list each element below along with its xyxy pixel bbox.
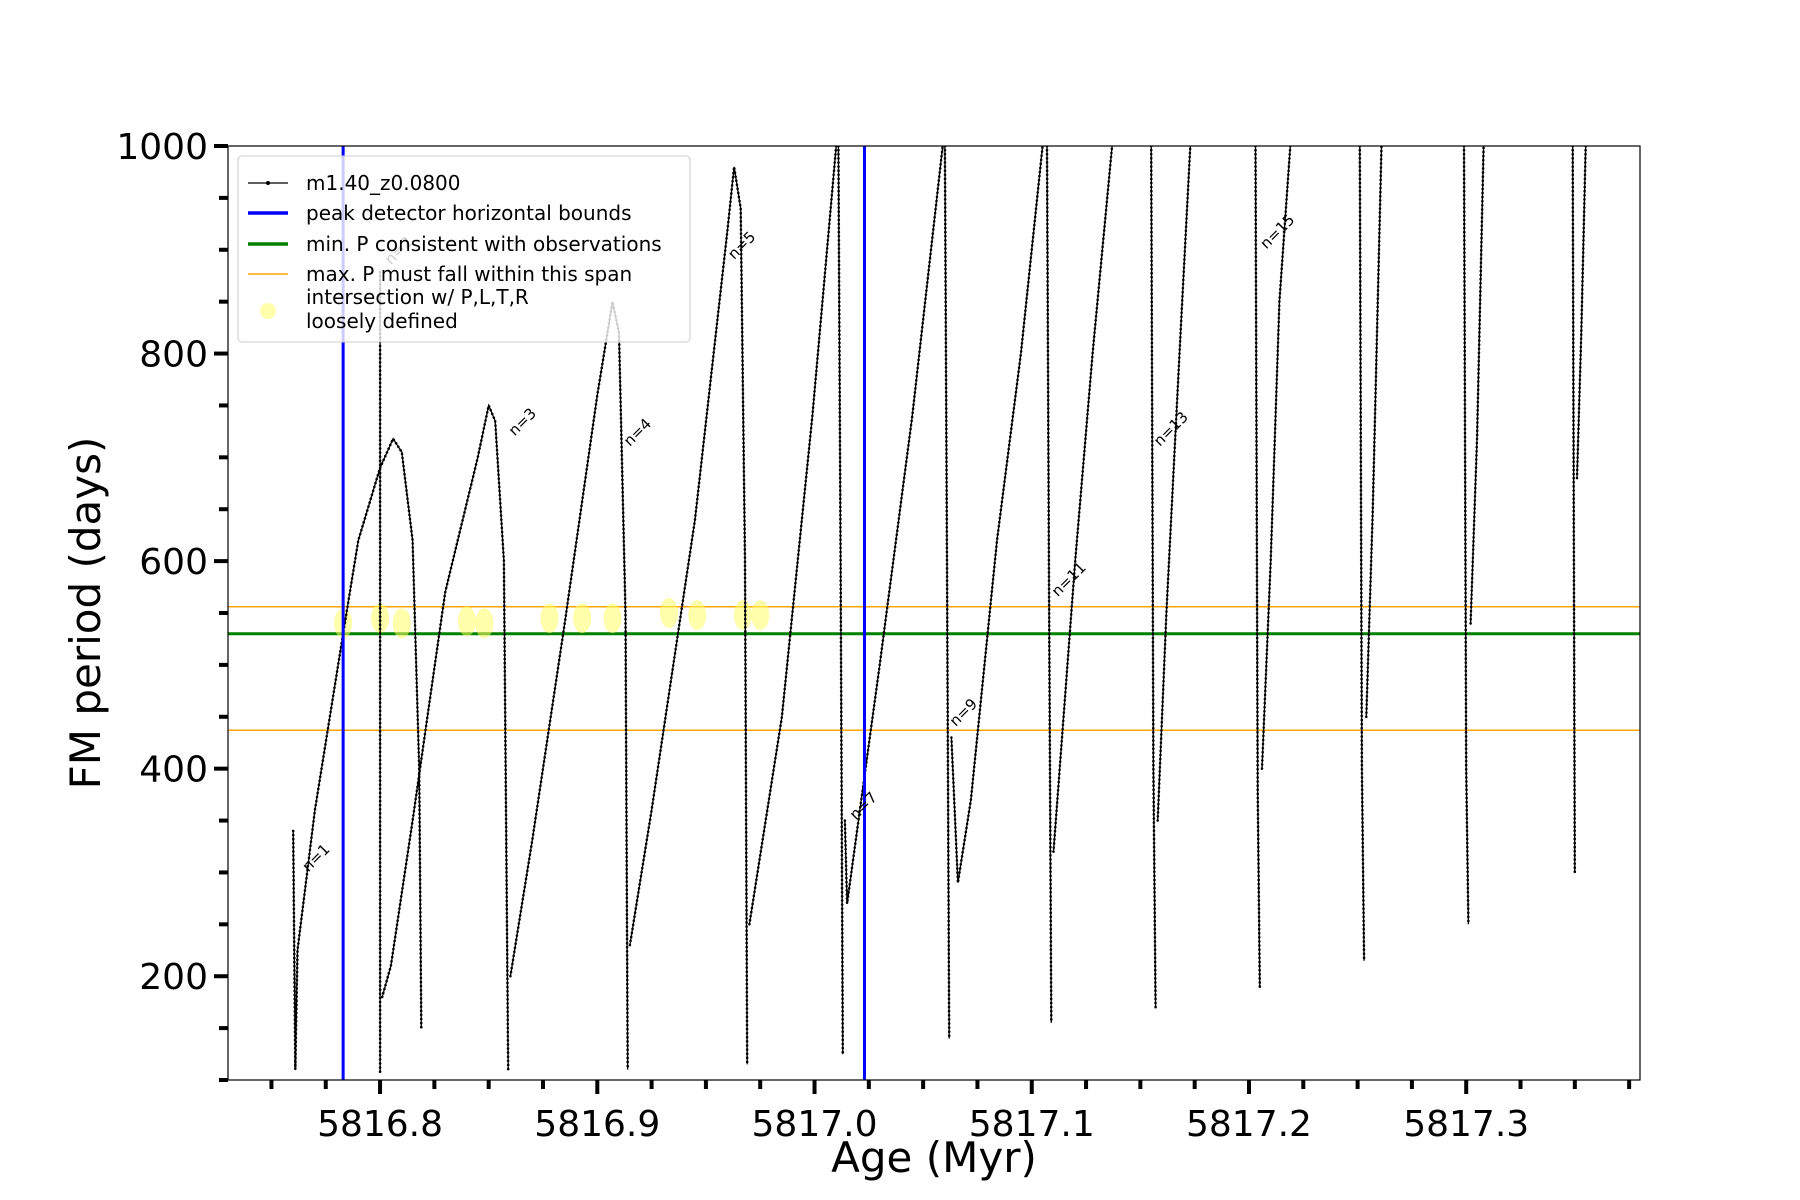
legend-swatch-marker-0 [266,181,270,185]
series-segment-15 [1261,146,1291,769]
x-tick-label-2: 5817.0 [752,1104,878,1145]
legend-label-4-line2: loosely defined [306,309,458,333]
series-marker-dots-9 [950,146,1044,884]
series-segment-18 [1463,146,1470,925]
series-segment-12 [1150,146,1157,1008]
series-segment-0 [292,437,422,1070]
series-segment-17 [1365,146,1383,717]
series-segment-7 [844,146,944,904]
intersection-point-5 [540,603,559,634]
series-marker-dots-11 [1052,146,1114,853]
series-marker-dots-0 [291,435,423,1070]
intersection-point-11 [751,600,770,631]
intersection-point-7 [603,603,622,634]
x-tick-label-4: 5817.2 [1186,1104,1312,1145]
legend-label-0: m1.40_z0.0800 [306,171,461,195]
series-marker-dots-22 [1681,146,1683,805]
plot-data-layer: n=1n=2n=3n=4n=5n=7n=9n=11n=13n=15 [228,146,1690,1080]
series-marker-dots-5 [748,146,838,926]
y-axis-label: FM period (days) [61,437,110,790]
annotation-3: n=4 [620,415,655,450]
series-segment-13 [1157,146,1191,821]
series-segment-14 [1254,146,1261,987]
series-segment-19 [1469,146,1485,624]
series-segment-3 [509,301,629,1070]
series-segment-9 [950,146,1044,883]
series-marker-dots-2 [380,401,510,1071]
y-tick-label-3: 800 [139,335,208,376]
annotation-9: n=15 [1256,211,1298,253]
series-segment-21 [1576,146,1587,479]
annotation-7: n=11 [1048,558,1090,600]
series-segment-2 [381,403,509,1070]
series-segment-16 [1359,146,1365,961]
y-tick-label-0: 200 [139,957,208,998]
series-segment-4 [629,166,748,1065]
legend-label-4: intersection w/ P,L,T,R [306,285,529,309]
series-segment-6 [837,146,844,1055]
x-axis-label: Age (Myr) [831,1133,1037,1182]
legend-box [237,155,691,343]
series-marker-dots-7 [843,146,944,904]
annotation-4: n=5 [724,228,759,263]
x-tick-label-3: 5817.1 [969,1104,1095,1145]
series-segment-11 [1052,146,1113,852]
annotation-0: n=1 [298,840,333,875]
legend-label-1: peak detector horizontal bounds [306,201,632,225]
y-tick-label-2: 600 [139,542,208,583]
legend-marker-4 [260,303,276,319]
series-segment-23 [1686,146,1690,188]
series-marker-dots-23 [1686,146,1690,188]
legend-label-2: min. P consistent with observations [306,232,662,256]
intersection-point-8 [659,598,678,628]
intersection-point-9 [688,600,707,631]
plot-area: n=1n=2n=3n=4n=5n=7n=9n=11n=13n=15 [228,146,1690,1080]
series-segment-20 [1572,146,1576,873]
axis-ticks: 200 400 600 800 1000 5816.8 5816.9 5817.0 5817.1… [116,127,1632,1145]
y-tick-label-1: 400 [139,750,208,791]
annotation-6: n=9 [946,695,981,730]
intersection-point-10 [733,600,752,631]
x-tick-label-1: 5816.9 [534,1104,660,1145]
annotation-5: n=7 [846,788,881,823]
annotation-8: n=13 [1150,408,1192,450]
x-tick-label-0: 5816.8 [317,1104,443,1145]
legend-label-3: max. P must fall within this span [306,262,632,286]
intersection-point-4 [475,608,494,639]
intersection-point-3 [457,606,476,637]
series-segment-10 [1046,146,1052,1023]
intersection-point-2 [392,608,411,639]
series-segment-8 [944,146,950,1039]
series-segment-5 [748,146,837,925]
annotation-2: n=3 [505,404,540,439]
series-segment-22 [1681,146,1683,805]
y-tick-label-4: 1000 [116,127,208,168]
intersection-point-6 [573,603,592,634]
x-tick-label-5: 5817.3 [1403,1104,1529,1145]
